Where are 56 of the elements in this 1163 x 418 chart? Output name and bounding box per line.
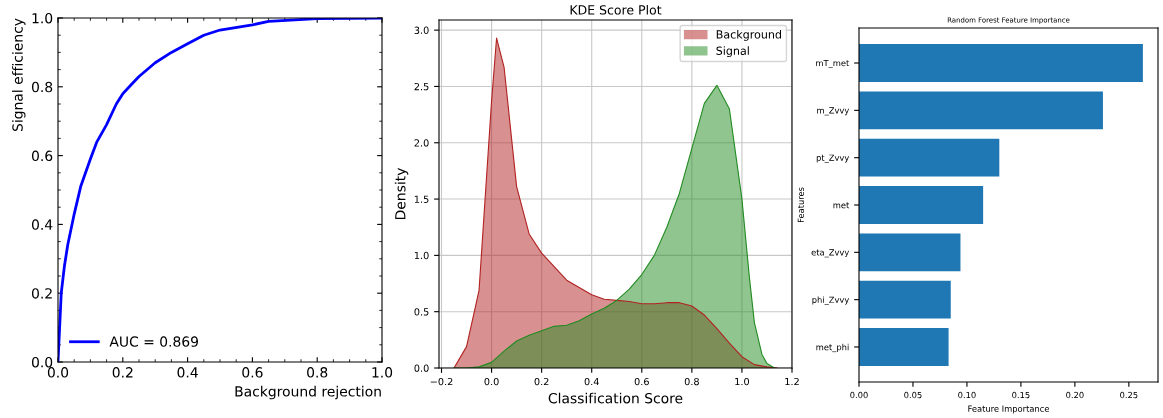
y-tick-label: 0.4: [31, 219, 53, 230]
x-tick-label: 0.6: [634, 377, 649, 386]
y-tick-label: 1.0: [414, 251, 429, 260]
y-tick-label: phi_Zvvy: [812, 296, 850, 305]
y-tick-label: 0.5: [414, 308, 429, 316]
x-tick-label: 0.05: [904, 391, 922, 399]
x-tick-label: 0.00: [850, 391, 868, 399]
bar: [859, 233, 961, 272]
x-tick-label: 0.0: [484, 377, 499, 386]
x-tick-label: 0.2: [112, 367, 133, 378]
x-tick-label: 0.4: [584, 377, 599, 386]
y-tick-label: 3.0: [414, 26, 429, 34]
x-tick-label: 0.4: [177, 367, 198, 378]
legend-label: Signal: [716, 46, 749, 58]
x-tick-label: 0.2: [534, 377, 549, 386]
x-tick-label: 0.6: [242, 367, 263, 378]
y-tick-label: 2.5: [414, 82, 429, 91]
y-axis-title: Features: [797, 187, 804, 223]
bar: [859, 280, 951, 319]
y-tick-label: 1.5: [414, 195, 429, 203]
x-tick-label: 0.15: [1012, 391, 1030, 399]
y-tick-label: 0.0: [31, 356, 53, 368]
x-tick-label: 0.8: [307, 367, 328, 378]
legend-label: Background: [716, 30, 781, 41]
legend-label: AUC = 0.869: [109, 336, 199, 347]
bar: [859, 91, 1103, 130]
x-tick-label: 0.0: [47, 367, 69, 378]
y-axis-title: Density: [394, 168, 409, 220]
y-tick-label: 1.0: [32, 12, 53, 24]
y-tick-label: 2.0: [414, 139, 429, 147]
x-tick-label: 1.0: [372, 367, 393, 378]
y-tick-label: 0.2: [31, 288, 52, 299]
chart-title: KDE Score Plot: [570, 4, 662, 15]
y-tick-label: mT_met: [816, 60, 850, 69]
x-tick-label: 1.0: [735, 377, 750, 386]
x-tick-label: 0.10: [958, 391, 976, 399]
y-axis-title: Signal efficiency: [12, 18, 26, 132]
x-tick-label: 0.8: [684, 377, 699, 386]
y-tick-label: met: [833, 202, 850, 209]
y-tick-label: 0.8: [31, 81, 53, 93]
y-tick-label: eta_Zvvy: [811, 249, 850, 258]
x-axis-title: Background rejection: [235, 385, 381, 400]
y-tick-label: met_phi: [816, 343, 849, 353]
bar: [859, 138, 1000, 177]
x-tick-label: 1.2: [785, 377, 799, 386]
x-axis-title: Classification Score: [548, 392, 683, 404]
bar: [859, 328, 949, 366]
y-tick-label: 0.6: [31, 150, 53, 162]
x-tick-label: −0.2: [430, 377, 453, 386]
bar: [859, 186, 984, 224]
x-tick-label: 0.20: [1066, 391, 1084, 399]
bar: [859, 44, 1143, 82]
y-tick-label: m_Zvvy: [817, 107, 850, 116]
y-tick-label: pt_Zvvy: [816, 154, 850, 163]
x-tick-label: 0.25: [1120, 391, 1138, 399]
x-axis-title: Feature Importance: [968, 405, 1049, 414]
